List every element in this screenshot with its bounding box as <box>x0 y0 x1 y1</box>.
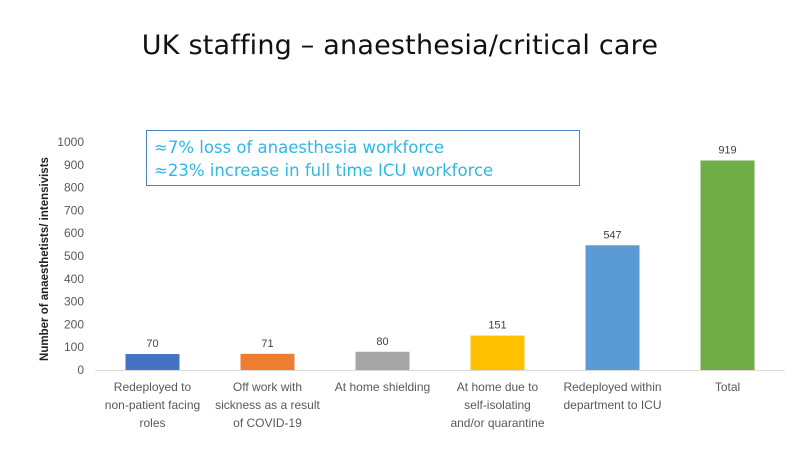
bar <box>355 351 410 370</box>
bar <box>585 245 640 370</box>
x-tick-label: Redeployed within department to ICU <box>563 380 661 412</box>
y-axis-ticks: 0 100 200 300 400 500 600 700 800 900 1000 <box>57 135 84 377</box>
bars <box>125 160 755 370</box>
data-labels: 70 71 80 151 547 919 <box>146 144 736 350</box>
y-tick-label: 500 <box>64 249 84 263</box>
bar <box>470 335 525 370</box>
y-tick-label: 900 <box>64 158 84 172</box>
x-axis-labels: Redeployed to non-patient facing roles Off … <box>105 380 740 430</box>
data-label: 547 <box>603 229 621 241</box>
y-tick-label: 1000 <box>57 135 84 149</box>
y-tick-label: 300 <box>64 295 84 309</box>
data-label: 71 <box>261 338 273 350</box>
x-tick-label: Total <box>715 380 740 394</box>
x-tick-label: Redeployed to non-patient facing roles <box>105 380 200 430</box>
data-label: 80 <box>376 336 388 348</box>
data-label: 151 <box>488 320 506 332</box>
data-label: 70 <box>146 338 158 350</box>
y-axis-label: Number of anaesthetists/ intensivists <box>39 157 51 361</box>
bar <box>240 353 295 370</box>
bar <box>700 160 755 370</box>
data-label: 919 <box>718 144 736 156</box>
y-tick-label: 400 <box>64 272 84 286</box>
x-tick-label: At home shielding <box>335 380 430 394</box>
x-tick-label: At home due to self-isolating and/or quara… <box>450 380 544 430</box>
y-tick-label: 0 <box>77 363 84 377</box>
y-tick-label: 100 <box>64 340 84 354</box>
y-tick-label: 700 <box>64 203 84 217</box>
y-tick-label: 600 <box>64 226 84 240</box>
y-tick-label: 200 <box>64 317 84 331</box>
x-tick-label: Off work with sickness as a result of COVI… <box>215 380 320 430</box>
callout-line-1: ≈7% loss of anaesthesia workforce <box>154 138 445 157</box>
bar <box>125 354 180 370</box>
slide-title: UK staffing – anaesthesia/critical care <box>141 30 659 61</box>
y-tick-label: 800 <box>64 181 84 195</box>
callout-line-2: ≈23% increase in full time ICU workforce <box>154 161 494 180</box>
callout-box: ≈7% loss of anaesthesia workforce ≈23% i… <box>146 130 580 186</box>
